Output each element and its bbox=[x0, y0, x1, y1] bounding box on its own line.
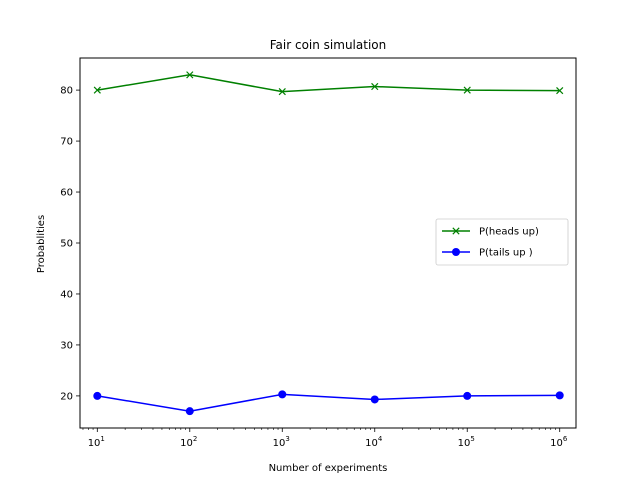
y-axis-label: Probablities bbox=[36, 215, 47, 273]
data-point bbox=[463, 86, 471, 94]
data-point bbox=[185, 407, 194, 416]
legend-label: P(heads up) bbox=[479, 227, 539, 238]
y-tick-label: 30 bbox=[60, 340, 73, 351]
y-tick-label: 40 bbox=[60, 289, 73, 300]
y-tick-label: 50 bbox=[60, 239, 73, 250]
x-tick-label: 106 bbox=[550, 435, 568, 449]
plot-frame bbox=[79, 57, 577, 429]
data-point bbox=[278, 88, 286, 96]
legend-marker bbox=[452, 248, 460, 256]
legend-marker bbox=[452, 227, 460, 235]
data-point bbox=[556, 86, 564, 95]
data-point bbox=[555, 391, 564, 400]
x-tick-label: 101 bbox=[88, 435, 105, 449]
data-point bbox=[371, 82, 379, 91]
y-tick-label: 60 bbox=[60, 188, 73, 199]
x-tick-label: 102 bbox=[180, 435, 197, 449]
legend: P(heads up) P(tails up ) bbox=[435, 218, 569, 266]
x-axis-label: Number of experiments bbox=[269, 463, 388, 474]
data-point bbox=[93, 86, 101, 94]
data-point bbox=[186, 71, 194, 79]
series-line-1 bbox=[97, 393, 560, 412]
x-tick-label: 103 bbox=[273, 435, 290, 449]
data-point bbox=[93, 391, 102, 400]
x-tick-label: 105 bbox=[458, 435, 475, 449]
x-tick-label: 104 bbox=[365, 435, 383, 449]
y-tick-label: 80 bbox=[60, 86, 73, 97]
data-point bbox=[278, 390, 287, 399]
plot-area: 20 30 40 50 60 70 80 101 102 103 104 105 106 bbox=[60, 71, 568, 449]
data-point bbox=[370, 395, 379, 404]
y-tick-label: 20 bbox=[60, 391, 73, 402]
series-line-0 bbox=[97, 74, 560, 93]
chart-title: Fair coin simulation bbox=[270, 38, 386, 52]
legend-label: P(tails up ) bbox=[479, 248, 533, 259]
y-tick-label: 70 bbox=[60, 137, 73, 148]
data-point bbox=[463, 391, 472, 400]
